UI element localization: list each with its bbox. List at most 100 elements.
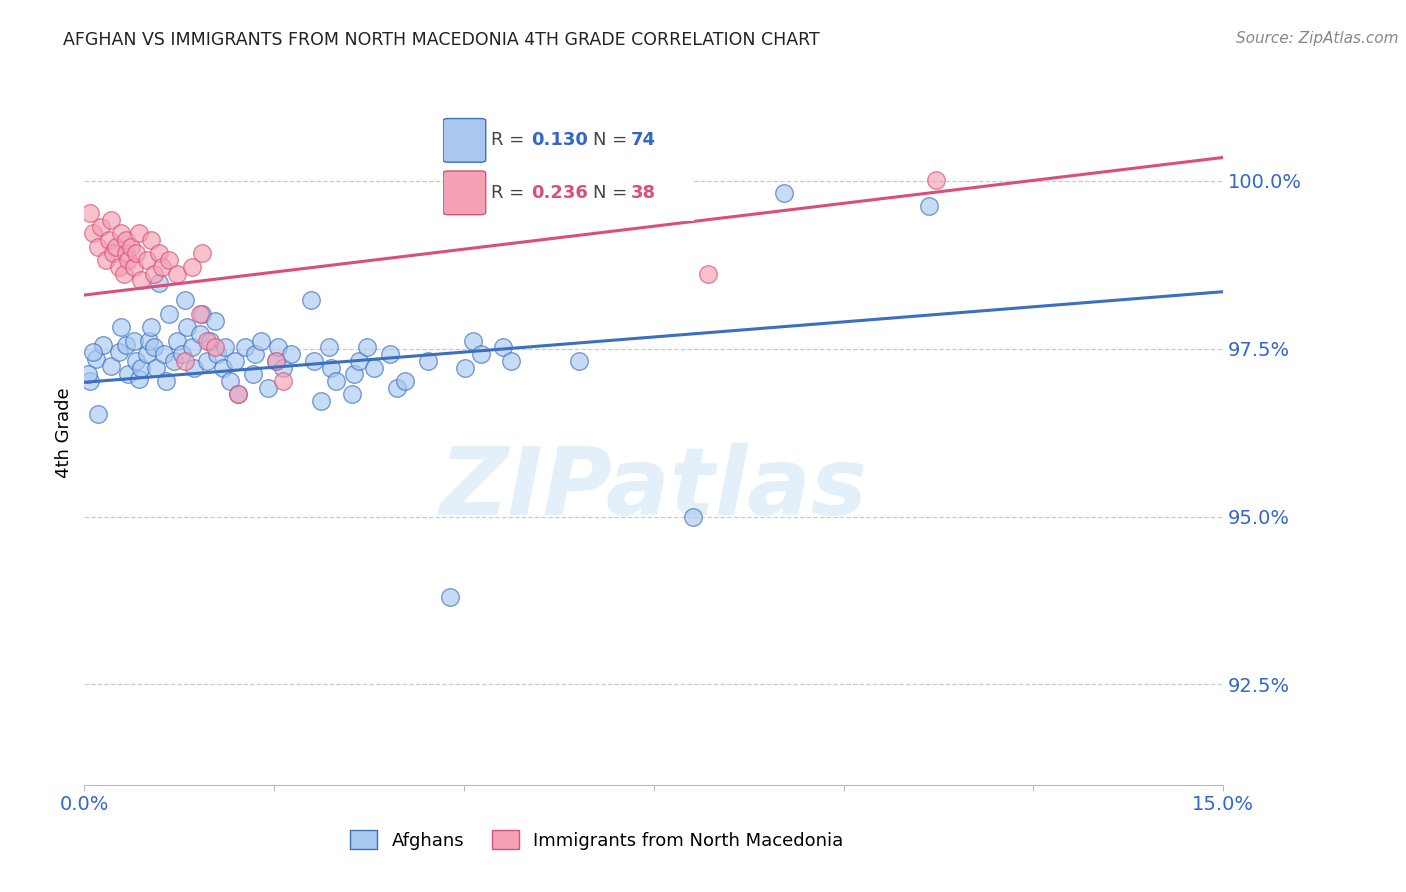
Point [153,347,176,361]
Point [112,267,135,281]
Point [204,340,226,354]
Point [97,233,120,247]
Point [157,307,180,321]
Point [107,345,129,359]
Legend: Afghans, Immigrants from North Macedonia: Afghans, Immigrants from North Macedonia [343,823,851,857]
Point [271,360,294,375]
Point [117,253,139,268]
Point [340,387,363,401]
Point [103,246,125,260]
Point [141,233,163,247]
Point [343,368,366,382]
Point [122,260,145,274]
Point [242,368,264,382]
Point [115,338,138,352]
Point [195,353,218,368]
Point [163,353,186,368]
Point [77,368,100,382]
Point [233,340,256,354]
Point [224,353,246,368]
Point [188,326,211,341]
Point [155,374,177,388]
Point [280,347,302,361]
Point [173,353,195,368]
Point [94,253,117,268]
Point [245,347,267,361]
Point [211,360,233,375]
Point [84,351,107,366]
Point [150,260,173,274]
Point [226,387,249,401]
Point [176,320,198,334]
Point [79,206,101,220]
Point [93,338,115,352]
Point [773,186,796,200]
Point [181,260,204,274]
Point [125,353,148,368]
Point [122,334,145,348]
Point [309,394,332,409]
Point [470,347,492,361]
Point [917,199,939,213]
Point [129,273,153,287]
Point [492,340,515,354]
Point [115,246,138,260]
Point [128,227,150,241]
Point [198,334,221,348]
Point [128,372,150,386]
Point [394,374,416,388]
Y-axis label: 4th Grade: 4th Grade [55,387,73,478]
Point [325,374,347,388]
Point [148,276,170,290]
Point [105,240,128,254]
Text: ZIPatlas: ZIPatlas [440,443,868,535]
Point [138,334,160,348]
Point [148,246,170,260]
Point [378,347,401,361]
Point [170,347,193,361]
Point [82,227,104,241]
Point [499,353,522,368]
Point [321,360,343,375]
Point [195,334,218,348]
Point [87,240,110,254]
Point [214,340,236,354]
Point [257,381,280,395]
Point [79,374,101,388]
Point [925,172,948,186]
Point [107,260,129,274]
Point [117,368,139,382]
Point [87,408,110,422]
Point [173,293,195,308]
Point [125,246,148,260]
Point [299,293,322,308]
Point [166,267,188,281]
Point [439,590,461,604]
Point [135,253,157,268]
Point [110,227,132,241]
Point [115,233,138,247]
Point [302,353,325,368]
Point [461,334,484,348]
Point [110,320,132,334]
Text: AFGHAN VS IMMIGRANTS FROM NORTH MACEDONIA 4TH GRADE CORRELATION CHART: AFGHAN VS IMMIGRANTS FROM NORTH MACEDONI… [63,31,820,49]
Point [100,359,122,373]
Point [318,340,340,354]
Point [226,387,249,401]
Point [183,360,205,375]
Point [264,353,287,368]
Text: Source: ZipAtlas.com: Source: ZipAtlas.com [1236,31,1399,46]
Point [249,334,271,348]
Point [90,219,112,234]
Point [271,374,294,388]
Point [347,353,370,368]
Point [188,307,211,321]
Point [363,360,385,375]
Point [682,509,704,524]
Point [181,340,204,354]
Point [135,347,157,361]
Point [264,353,287,368]
Point [129,360,153,375]
Point [267,340,290,354]
Point [697,267,720,281]
